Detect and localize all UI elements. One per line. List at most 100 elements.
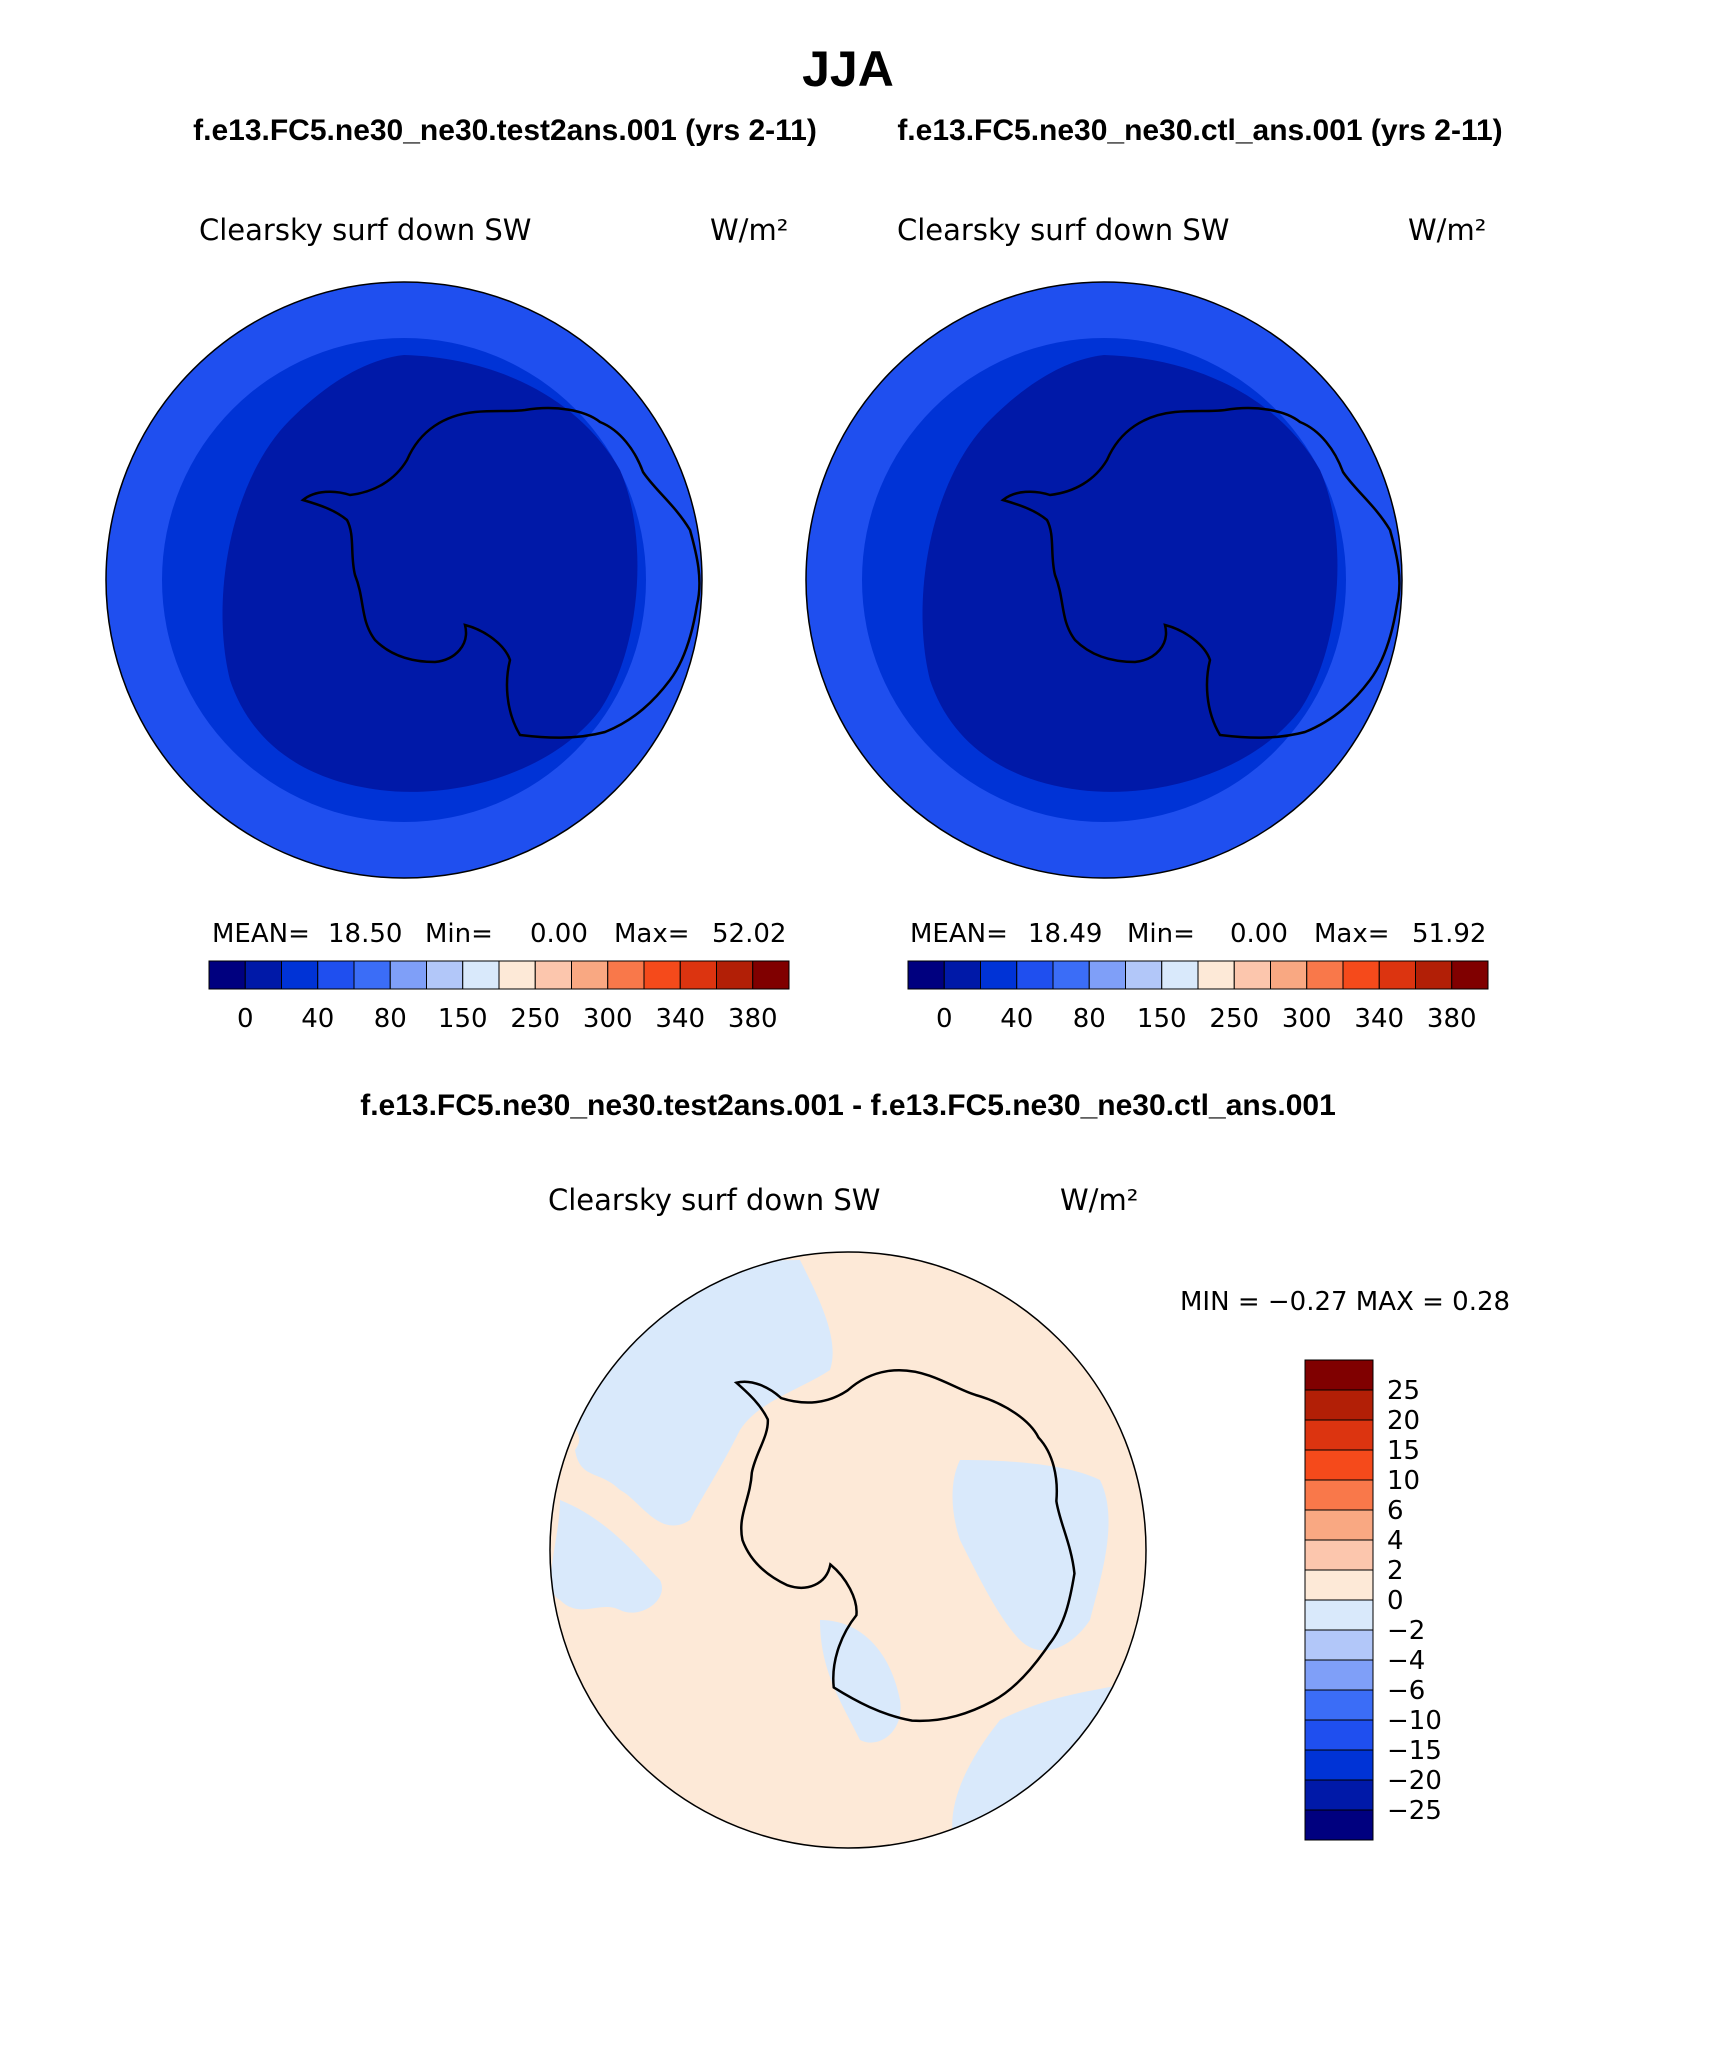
ctl-units-label: W/m² [1408, 213, 1486, 247]
test-colorbar-box-11 [607, 960, 645, 990]
test-max-value: 52.02 [712, 919, 786, 949]
test-colorbar-box-8 [498, 960, 536, 990]
test-innermost-region [222, 355, 638, 792]
diff-colorbar-box-9 [1304, 1539, 1374, 1571]
diff-colorbar-box-5 [1304, 1659, 1374, 1691]
ctl-colorbar-box-8 [1197, 960, 1235, 990]
diff-colorbar-box-15 [1304, 1359, 1374, 1391]
test-mean-label: MEAN= [212, 919, 310, 949]
ctl-min-label: Min= [1127, 919, 1195, 949]
ctl-colorbar-label-0: 0 [936, 1004, 953, 1034]
test-colorbar-label-6: 340 [655, 1004, 705, 1034]
test-min-value: 0.00 [530, 919, 588, 949]
ctl-colorbar-label-7: 380 [1427, 1004, 1477, 1034]
test-min-label: Min= [425, 919, 493, 949]
ctl-colorbar-box-9 [1233, 960, 1271, 990]
diff-map-border [549, 1251, 1147, 1849]
test-case-title: f.e13.FC5.ne30_ne30.test2ans.001 (yrs 2-… [193, 114, 817, 147]
test-units-label: W/m² [710, 213, 788, 247]
diff-colorbar-box-7 [1304, 1599, 1374, 1631]
test-map-border [105, 281, 703, 879]
diff-colorbar-box-12 [1304, 1449, 1374, 1481]
ctl-colorbar-box-14 [1415, 960, 1453, 990]
diff-colorbar-box-6 [1304, 1629, 1374, 1661]
diff-units-label: W/m² [1060, 1183, 1138, 1217]
ctl-colorbar-label-3: 150 [1137, 1004, 1187, 1034]
diff-colorbar-box-2 [1304, 1749, 1374, 1781]
ctl-map-border [805, 281, 1403, 879]
ctl-panel: Clearsky surf down SW W/m² MEAN= 18.49 M… [805, 213, 1489, 1034]
test-colorbar-box-4 [353, 960, 391, 990]
test-variable-label: Clearsky surf down SW [199, 213, 531, 247]
test-colorbar-box-2 [281, 960, 319, 990]
diff-variable-label: Clearsky surf down SW [548, 1183, 880, 1217]
ctl-colorbar-label-2: 80 [1073, 1004, 1106, 1034]
test-colorbar-box-5 [389, 960, 427, 990]
test-colorbar-label-2: 80 [374, 1004, 407, 1034]
diff-colorbar-label-4: −6 [1387, 1676, 1425, 1706]
test-colorbar-label-0: 0 [237, 1004, 254, 1034]
ctl-max-label: Max= [1314, 919, 1390, 949]
ctl-map [806, 282, 1402, 878]
diff-colorbar-label-10: 6 [1387, 1496, 1404, 1526]
test-colorbar-box-6 [426, 960, 464, 990]
diff-colorbar-label-7: 0 [1387, 1586, 1404, 1616]
test-colorbar-box-9 [534, 960, 572, 990]
test-colorbar-label-5: 300 [583, 1004, 633, 1034]
diff-colorbar-box-0 [1304, 1809, 1374, 1841]
test-colorbar-box-12 [643, 960, 681, 990]
figure-title: JJA [802, 41, 894, 97]
diff-colorbar-box-8 [1304, 1569, 1374, 1601]
diff-colorbar-label-13: 20 [1387, 1406, 1420, 1436]
test-colorbar-box-1 [244, 960, 282, 990]
test-colorbar-label-3: 150 [438, 1004, 488, 1034]
test-colorbar-box-14 [716, 960, 754, 990]
test-colorbar-box-13 [679, 960, 717, 990]
test-colorbar-box-0 [208, 960, 246, 990]
diff-colorbar-label-11: 10 [1387, 1466, 1420, 1496]
diff-title: f.e13.FC5.ne30_ne30.test2ans.001 - f.e13… [360, 1089, 1336, 1122]
diff-colorbar-box-14 [1304, 1389, 1374, 1421]
diff-colorbar-box-1 [1304, 1779, 1374, 1811]
diff-colorbar-label-0: −25 [1387, 1796, 1442, 1826]
ctl-colorbar-box-3 [1016, 960, 1054, 990]
diff-colorbar-box-10 [1304, 1509, 1374, 1541]
diff-colorbar-label-9: 4 [1387, 1526, 1404, 1556]
ctl-colorbar-box-6 [1125, 960, 1163, 990]
diff-colorbar-label-12: 15 [1387, 1436, 1420, 1466]
test-colorbar-box-7 [462, 960, 500, 990]
test-mean-value: 18.50 [328, 919, 402, 949]
test-colorbar-label-4: 250 [510, 1004, 560, 1034]
test-colorbar: 0 40 80 150 250 300 340 380 [208, 960, 790, 1034]
diff-colorbar-box-4 [1304, 1689, 1374, 1721]
ctl-colorbar-box-5 [1088, 960, 1126, 990]
diff-map [550, 1252, 1146, 1848]
diff-minmax-text: MIN = −0.27 MAX = 0.28 [1180, 1287, 1510, 1317]
diff-panel: Clearsky surf down SW W/m² MIN = −0.27 M… [548, 1183, 1510, 1849]
test-colorbar-label-1: 40 [301, 1004, 334, 1034]
test-colorbar-label-7: 380 [728, 1004, 778, 1034]
diff-colorbar-label-6: −2 [1387, 1616, 1425, 1646]
ctl-colorbar-label-1: 40 [1000, 1004, 1033, 1034]
ctl-mean-value: 18.49 [1028, 919, 1102, 949]
ctl-colorbar-label-5: 300 [1282, 1004, 1332, 1034]
ctl-innermost-region [922, 355, 1338, 792]
ctl-colorbar-box-13 [1378, 960, 1416, 990]
ctl-colorbar-label-6: 340 [1354, 1004, 1404, 1034]
ctl-max-value: 51.92 [1412, 919, 1486, 949]
ctl-colorbar-box-15 [1451, 960, 1489, 990]
diff-colorbar-label-8: 2 [1387, 1556, 1404, 1586]
ctl-colorbar-box-1 [943, 960, 981, 990]
ctl-colorbar-box-12 [1342, 960, 1380, 990]
test-map [106, 282, 702, 878]
ctl-colorbar: 0 40 80 150 250 300 340 380 [907, 960, 1489, 1034]
test-max-label: Max= [614, 919, 690, 949]
ctl-colorbar-box-2 [980, 960, 1018, 990]
diff-colorbar-label-14: 25 [1387, 1376, 1420, 1406]
test-panel: Clearsky surf down SW W/m² MEAN= 18.50 M… [105, 213, 790, 1034]
diff-colorbar-label-5: −4 [1387, 1646, 1425, 1676]
ctl-colorbar-box-4 [1052, 960, 1090, 990]
ctl-colorbar-box-11 [1306, 960, 1344, 990]
ctl-colorbar-box-10 [1270, 960, 1308, 990]
